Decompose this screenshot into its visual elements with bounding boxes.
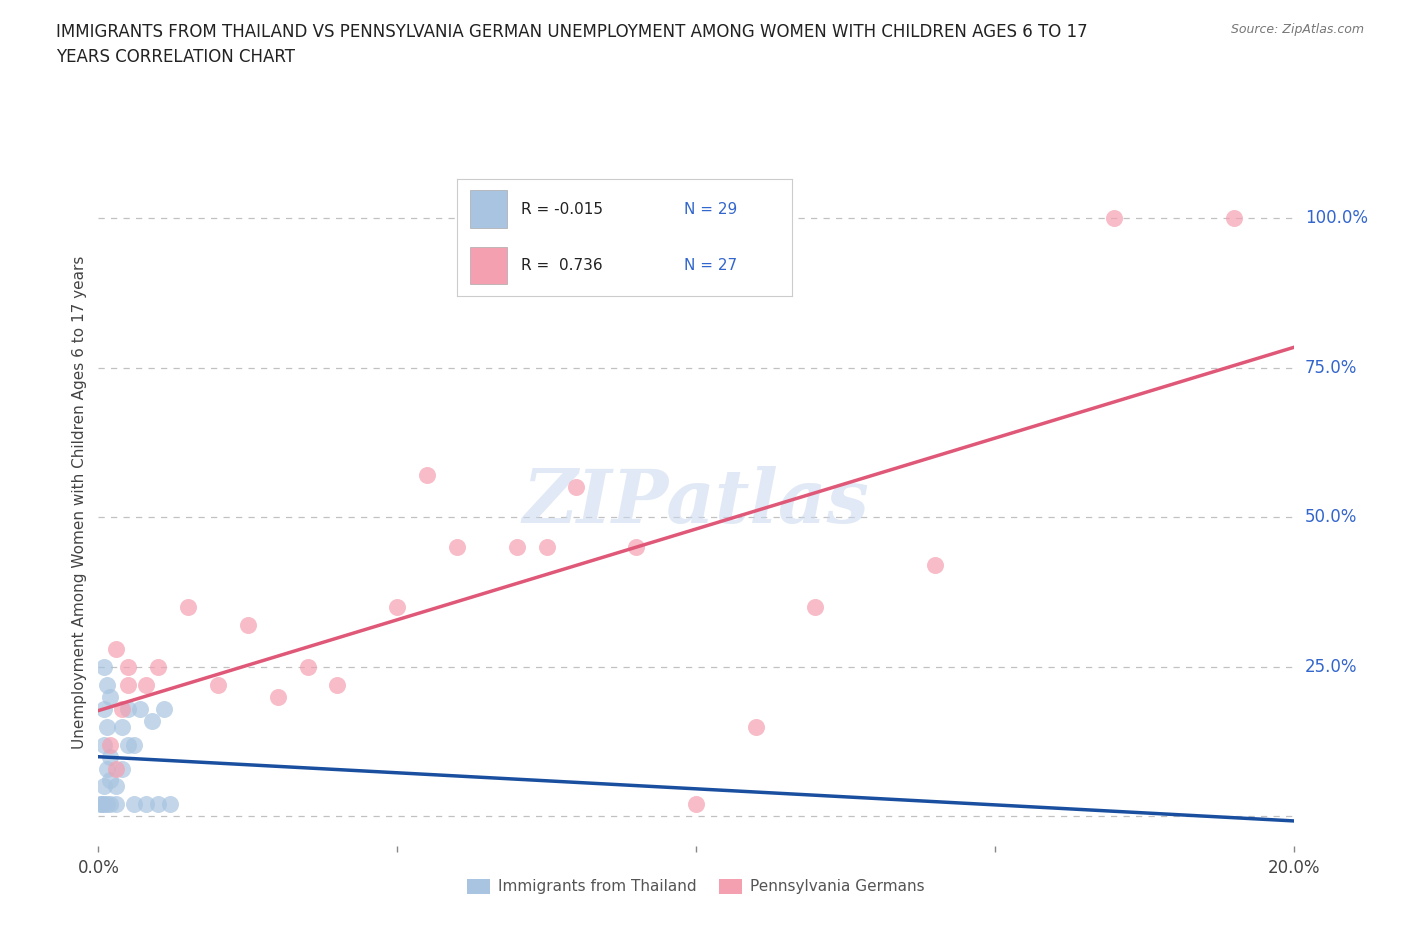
Text: ZIPatlas: ZIPatlas [523,466,869,538]
Text: Source: ZipAtlas.com: Source: ZipAtlas.com [1230,23,1364,36]
Point [745,719,768,734]
Point [153,701,176,716]
Text: 75.0%: 75.0% [1305,359,1357,377]
Point [90,797,112,812]
Point [124,737,146,752]
Point [177,600,200,615]
Point [98,689,122,704]
Point [565,480,588,495]
Point [135,797,157,812]
Point [93,797,115,812]
Point [98,773,122,788]
Point [117,659,139,674]
Point [1102,210,1125,225]
Point [148,659,170,674]
Y-axis label: Unemployment Among Women with Children Ages 6 to 17 years: Unemployment Among Women with Children A… [72,256,87,749]
Text: IMMIGRANTS FROM THAILAND VS PENNSYLVANIA GERMAN UNEMPLOYMENT AMONG WOMEN WITH CH: IMMIGRANTS FROM THAILAND VS PENNSYLVANIA… [56,23,1088,41]
Point [685,797,707,812]
Point [207,677,229,692]
Point [111,701,134,716]
Point [1222,210,1246,225]
Point [124,797,146,812]
Point [506,539,529,554]
Point [105,797,128,812]
Point [159,797,181,812]
Point [446,539,468,554]
Point [96,797,118,812]
Point [148,797,170,812]
Point [117,677,139,692]
Point [385,600,409,615]
Point [117,701,139,716]
Text: 25.0%: 25.0% [1305,658,1357,676]
Point [536,539,558,554]
Point [326,677,349,692]
Point [111,761,134,776]
Point [98,749,122,764]
Point [98,737,122,752]
Point [135,677,157,692]
Legend: Immigrants from Thailand, Pennsylvania Germans: Immigrants from Thailand, Pennsylvania G… [461,872,931,900]
Point [96,719,118,734]
Text: 50.0%: 50.0% [1305,508,1357,526]
Point [117,737,139,752]
Point [416,468,439,483]
Point [267,689,290,704]
Text: 100.0%: 100.0% [1305,209,1368,227]
Point [141,713,163,728]
Point [111,719,134,734]
Point [93,659,115,674]
Point [105,642,128,657]
Point [90,797,112,812]
Point [98,797,122,812]
Point [297,659,319,674]
Point [96,677,118,692]
Point [105,761,128,776]
Point [96,761,118,776]
Point [93,737,115,752]
Point [129,701,152,716]
Point [804,600,827,615]
Point [236,618,259,632]
Text: YEARS CORRELATION CHART: YEARS CORRELATION CHART [56,48,295,66]
Point [624,539,647,554]
Point [105,779,128,794]
Point [93,779,115,794]
Point [93,701,115,716]
Point [924,558,946,573]
